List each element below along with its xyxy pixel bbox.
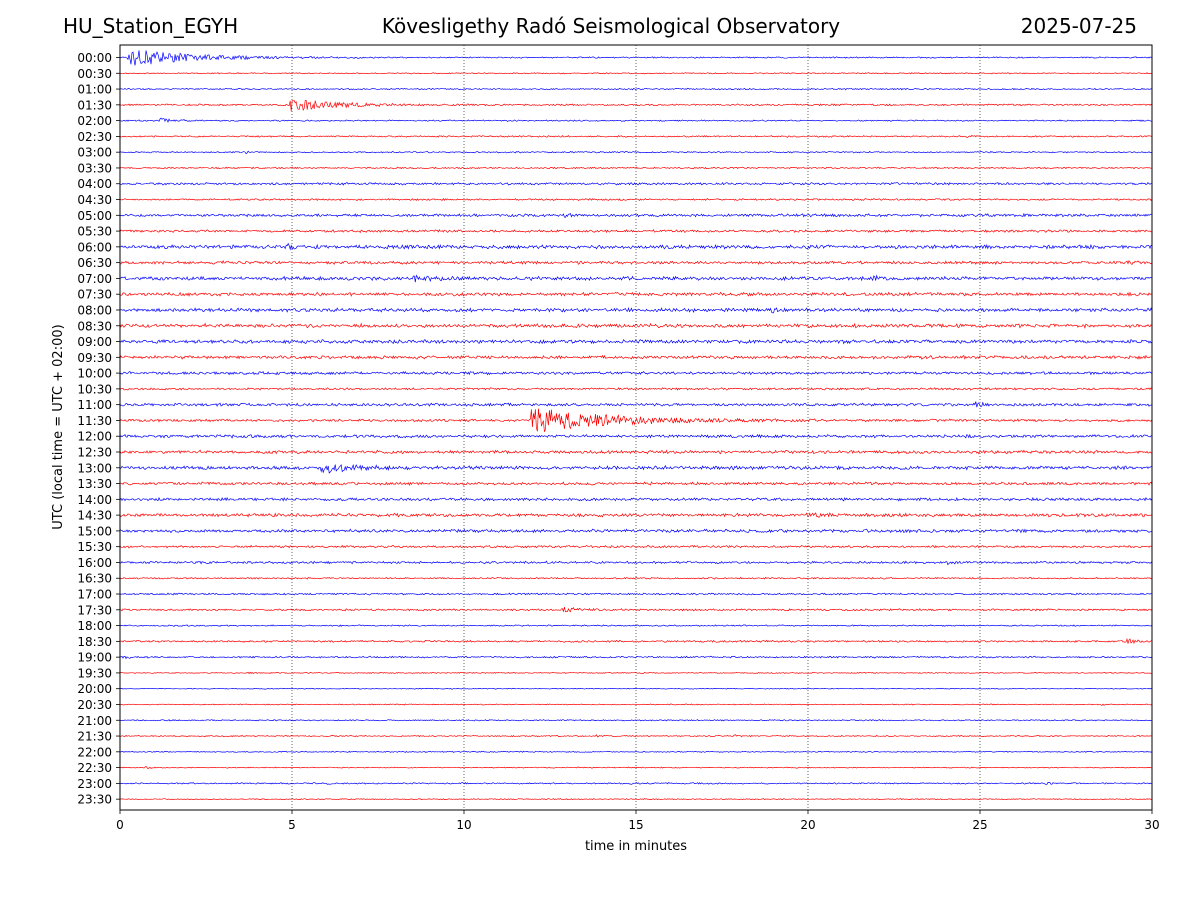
- record-date: 2025-07-25: [1020, 14, 1137, 38]
- trace-1230: [119, 449, 1153, 455]
- x-axis-ticks: 0 5 10 15 20 25 30: [116, 810, 1160, 832]
- y-tick-label: 06:00: [77, 240, 112, 254]
- trace-1030: [119, 387, 1153, 391]
- y-tick-label: 21:00: [77, 714, 112, 728]
- y-tick-label: 10:00: [77, 367, 112, 381]
- y-tick-label: 01:00: [77, 83, 112, 97]
- y-tick-label: 23:00: [77, 777, 112, 791]
- y-tick-label: 22:30: [77, 761, 112, 775]
- trace-1000: [119, 370, 1153, 376]
- observatory-title: Kövesligethy Radó Seismological Observat…: [381, 14, 841, 38]
- y-tick-label: 03:30: [77, 161, 112, 175]
- y-tick-label: 01:30: [77, 98, 112, 112]
- trace-0300: [119, 150, 1153, 155]
- y-tick-label: 07:00: [77, 272, 112, 286]
- trace-0630: [119, 259, 1153, 266]
- y-tick-label: 08:00: [77, 303, 112, 317]
- trace-0430: [119, 197, 1153, 202]
- trace-1630: [119, 576, 1153, 580]
- x-axis-label: time in minutes: [585, 839, 687, 854]
- y-tick-label: 14:30: [77, 509, 112, 523]
- y-tick-label: 11:00: [77, 398, 112, 412]
- y-tick-label: 22:00: [77, 745, 112, 759]
- y-tick-label: 02:30: [77, 130, 112, 144]
- y-tick-label: 12:30: [77, 446, 112, 460]
- y-tick-label: 15:00: [77, 524, 112, 538]
- trace-0230: [119, 134, 1153, 138]
- x-tick-label: 25: [972, 818, 987, 832]
- y-tick-label: 09:30: [77, 351, 112, 365]
- y-tick-label: 17:00: [77, 588, 112, 602]
- trace-0100: [119, 87, 1153, 91]
- y-tick-label: 06:30: [77, 256, 112, 270]
- trace-2000: [119, 687, 1153, 690]
- y-tick-label: 04:30: [77, 193, 112, 207]
- x-tick-label: 0: [116, 818, 124, 832]
- y-tick-label: 13:00: [77, 461, 112, 475]
- y-tick-label: 12:00: [77, 430, 112, 444]
- y-tick-label: 23:30: [77, 793, 112, 807]
- y-tick-label: 17:30: [77, 603, 112, 617]
- trace-2230: [119, 765, 1152, 770]
- trace-1830: [119, 637, 1153, 645]
- y-tick-label: 00:00: [77, 51, 112, 65]
- trace-1800: [119, 624, 1153, 627]
- y-tick-label: 19:30: [77, 666, 112, 680]
- y-tick-label: 09:00: [77, 335, 112, 349]
- y-tick-label: 11:30: [77, 414, 112, 428]
- trace-2200: [119, 750, 1153, 753]
- y-tick-label: 10:30: [77, 382, 112, 396]
- y-tick-label: 00:30: [77, 67, 112, 81]
- trace-2030: [119, 703, 1153, 706]
- trace-0330: [119, 166, 1153, 170]
- station-name: HU_Station_EGYH: [63, 14, 239, 38]
- y-tick-label: 05:00: [77, 209, 112, 223]
- y-tick-label: 04:00: [77, 177, 112, 191]
- x-tick-label: 20: [800, 818, 815, 832]
- x-tick-label: 15: [628, 818, 643, 832]
- y-tick-label: 03:00: [77, 146, 112, 160]
- y-tick-label: 20:30: [77, 698, 112, 712]
- y-tick-label: 16:30: [77, 572, 112, 586]
- y-tick-label: 13:30: [77, 477, 112, 491]
- y-tick-label: 02:00: [77, 114, 112, 128]
- x-tick-label: 5: [288, 818, 296, 832]
- y-tick-label: 20:00: [77, 682, 112, 696]
- y-tick-label: 08:30: [77, 319, 112, 333]
- trace-0600: [120, 242, 1153, 251]
- trace-1500: [119, 528, 1153, 534]
- x-tick-label: 30: [1144, 818, 1159, 832]
- y-tick-label: 15:30: [77, 540, 112, 554]
- gridline-group: [291, 45, 981, 810]
- trace-0900: [119, 338, 1153, 345]
- y-tick-label: 14:00: [77, 493, 112, 507]
- x-tick-label: 10: [456, 818, 471, 832]
- y-tick-label: 18:30: [77, 635, 112, 649]
- y-tick-label: 07:30: [77, 288, 112, 302]
- y-tick-label: 05:30: [77, 225, 112, 239]
- y-tick-label: 18:00: [77, 619, 112, 633]
- trace-1430: [119, 512, 1153, 518]
- y-axis-label: UTC (local time = UTC + 02:00): [51, 324, 66, 529]
- y-tick-label: 16:00: [77, 556, 112, 570]
- y-tick-label: 19:00: [77, 651, 112, 665]
- trace-0930: [119, 354, 1153, 360]
- trace-1600: [119, 560, 1153, 566]
- y-tick-label: 21:30: [77, 730, 112, 744]
